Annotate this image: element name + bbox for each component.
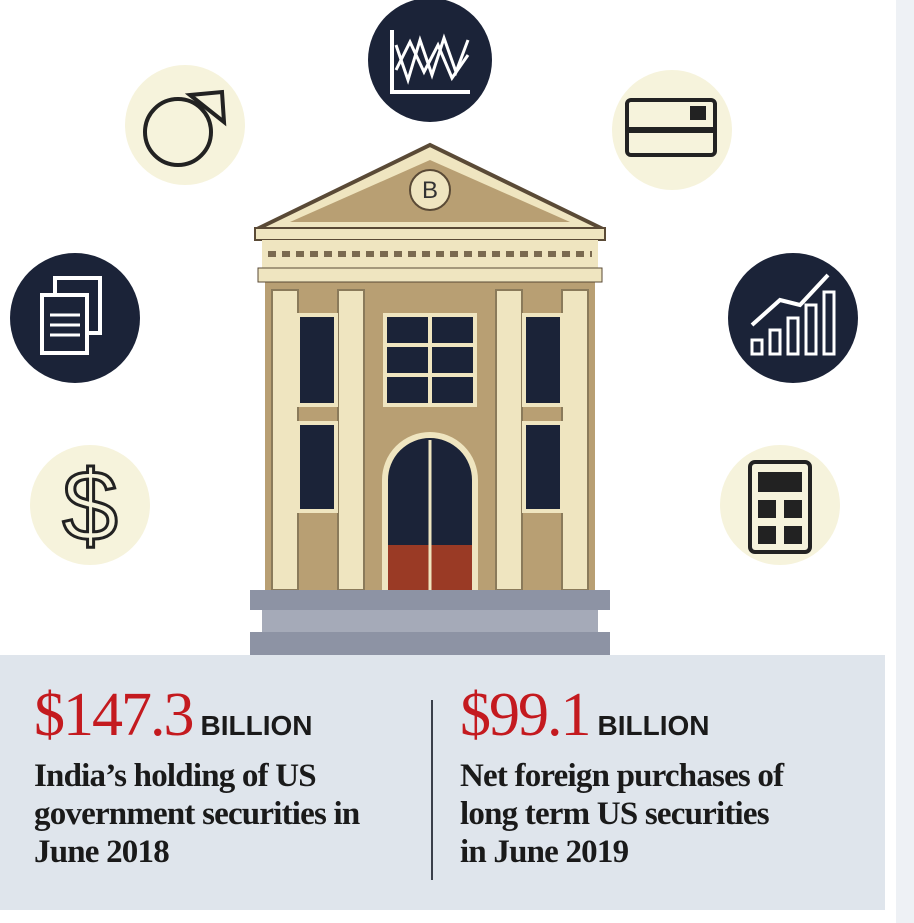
description-line: long term US securities (460, 796, 770, 832)
description-line: June 2018 (34, 834, 170, 870)
svg-text:$: $ (62, 450, 118, 562)
description-line: Net foreign purchases of (460, 758, 784, 794)
unit: BILLION (200, 710, 313, 741)
illustration: $ B (10, 0, 858, 660)
amount: $147.3 (34, 681, 194, 749)
icons: $ (10, 0, 858, 565)
description-line: India’s holding of US (34, 758, 317, 794)
unit: BILLION (597, 710, 710, 741)
description: India’s holding of US government securit… (34, 757, 360, 871)
description: Net foreign purchases of long term US se… (460, 757, 784, 871)
pediment-letter: B (422, 177, 438, 204)
stats-panel (0, 655, 885, 910)
amount: $99.1 (460, 681, 591, 749)
description-line: government securities in (34, 796, 360, 832)
stat: $99.1 BILLION Net foreign purchases of lo… (460, 680, 784, 871)
bank: B (250, 142, 610, 660)
edge-strip (896, 0, 914, 923)
divider (431, 700, 433, 880)
stat: $147.3 BILLION India’s holding of US gove… (34, 680, 360, 871)
description-line: in June 2019 (460, 834, 629, 870)
